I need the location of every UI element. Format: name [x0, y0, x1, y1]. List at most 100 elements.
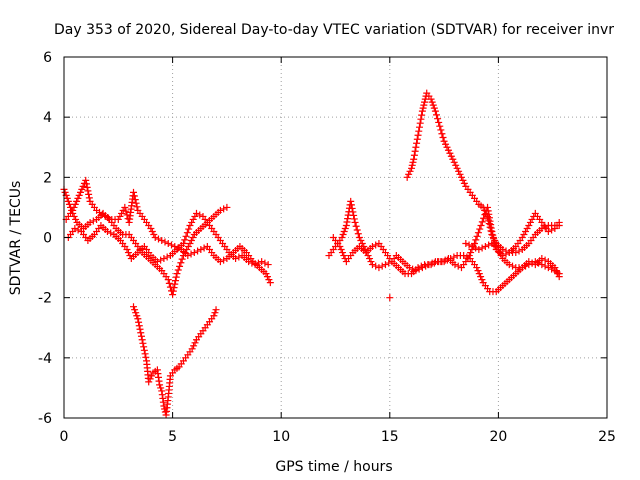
data-point: [146, 375, 154, 383]
data-point: [408, 164, 416, 172]
data-point: [134, 315, 142, 323]
data-point: [216, 258, 224, 266]
data-point: [191, 212, 199, 220]
data-point: [531, 258, 539, 266]
data-point: [538, 255, 546, 263]
data-point: [153, 258, 161, 266]
data-point: [479, 203, 487, 211]
data-point: [338, 234, 346, 241]
data-point: [427, 261, 435, 269]
data-point: [555, 221, 563, 229]
data-point: [169, 287, 177, 295]
data-point: [465, 241, 473, 249]
data-point: [350, 215, 358, 223]
data-point: [474, 229, 482, 237]
data-point: [413, 139, 421, 147]
data-point: [455, 167, 463, 175]
data-point: [61, 188, 69, 196]
data-point: [122, 207, 130, 215]
data-point: [84, 187, 92, 195]
x-tick-label: 15: [381, 429, 399, 445]
data-point: [78, 185, 86, 193]
data-point: [141, 350, 149, 358]
data-point: [451, 261, 459, 269]
data-point: [148, 227, 156, 235]
data-point: [475, 246, 483, 254]
data-point: [130, 303, 138, 311]
data-point: [251, 261, 259, 269]
data-point: [525, 261, 533, 269]
data-point: [555, 270, 563, 278]
data-point: [351, 218, 359, 226]
data-point: [430, 104, 438, 112]
data-point: [132, 199, 140, 207]
data-point: [63, 194, 71, 202]
data-point: [462, 240, 470, 248]
data-point: [417, 115, 425, 123]
data-point: [472, 236, 480, 244]
data-point: [415, 127, 423, 135]
x-tick-label: 20: [489, 429, 507, 445]
data-point: [386, 294, 394, 302]
data-point: [432, 111, 440, 119]
data-point: [187, 250, 195, 258]
data-point: [366, 255, 374, 263]
data-point: [454, 262, 462, 270]
data-point: [74, 226, 82, 234]
data-point: [161, 408, 169, 416]
data-point: [131, 306, 139, 314]
data-point: [264, 261, 272, 269]
data-point: [186, 221, 194, 229]
data-point: [381, 261, 389, 269]
y-tick-label: -4: [38, 351, 52, 367]
data-point: [523, 224, 531, 232]
data-point: [339, 230, 347, 238]
data-point: [124, 249, 132, 257]
series-track-f: [329, 234, 563, 296]
data-point: [137, 332, 145, 340]
data-point: [189, 234, 197, 241]
data-point: [137, 329, 145, 337]
grid-lines: [64, 57, 607, 418]
data-point: [443, 143, 451, 151]
series-track-g: [403, 89, 563, 257]
data-point: [406, 167, 414, 175]
data-point: [132, 309, 140, 317]
data-point: [522, 262, 530, 270]
data-point: [190, 249, 198, 257]
data-point: [186, 240, 194, 248]
data-point: [168, 241, 176, 249]
data-point: [434, 115, 442, 123]
data-point: [188, 218, 196, 226]
data-point: [411, 147, 419, 155]
data-point: [419, 104, 427, 112]
data-point: [261, 259, 269, 267]
data-point: [528, 215, 536, 223]
data-point: [77, 188, 85, 196]
data-point: [148, 372, 156, 380]
data-point: [86, 218, 94, 226]
data-point: [489, 234, 497, 241]
data-point: [71, 224, 79, 232]
data-point: [254, 259, 262, 267]
data-point: [165, 279, 173, 287]
data-point: [487, 227, 495, 235]
data-point: [160, 255, 168, 263]
data-point: [520, 230, 528, 238]
data-point: [138, 336, 146, 344]
data-point: [372, 241, 380, 249]
data-point: [83, 183, 91, 191]
data-point: [116, 212, 124, 220]
data-point: [522, 227, 530, 235]
data-point: [82, 180, 90, 188]
data-point: [135, 318, 143, 326]
data-point: [130, 188, 138, 196]
data-point: [171, 277, 179, 285]
data-point: [378, 262, 386, 270]
data-point: [185, 225, 193, 233]
data-point: [478, 276, 486, 284]
data-point: [463, 253, 471, 261]
data-point: [420, 101, 428, 109]
data-point: [89, 217, 97, 225]
